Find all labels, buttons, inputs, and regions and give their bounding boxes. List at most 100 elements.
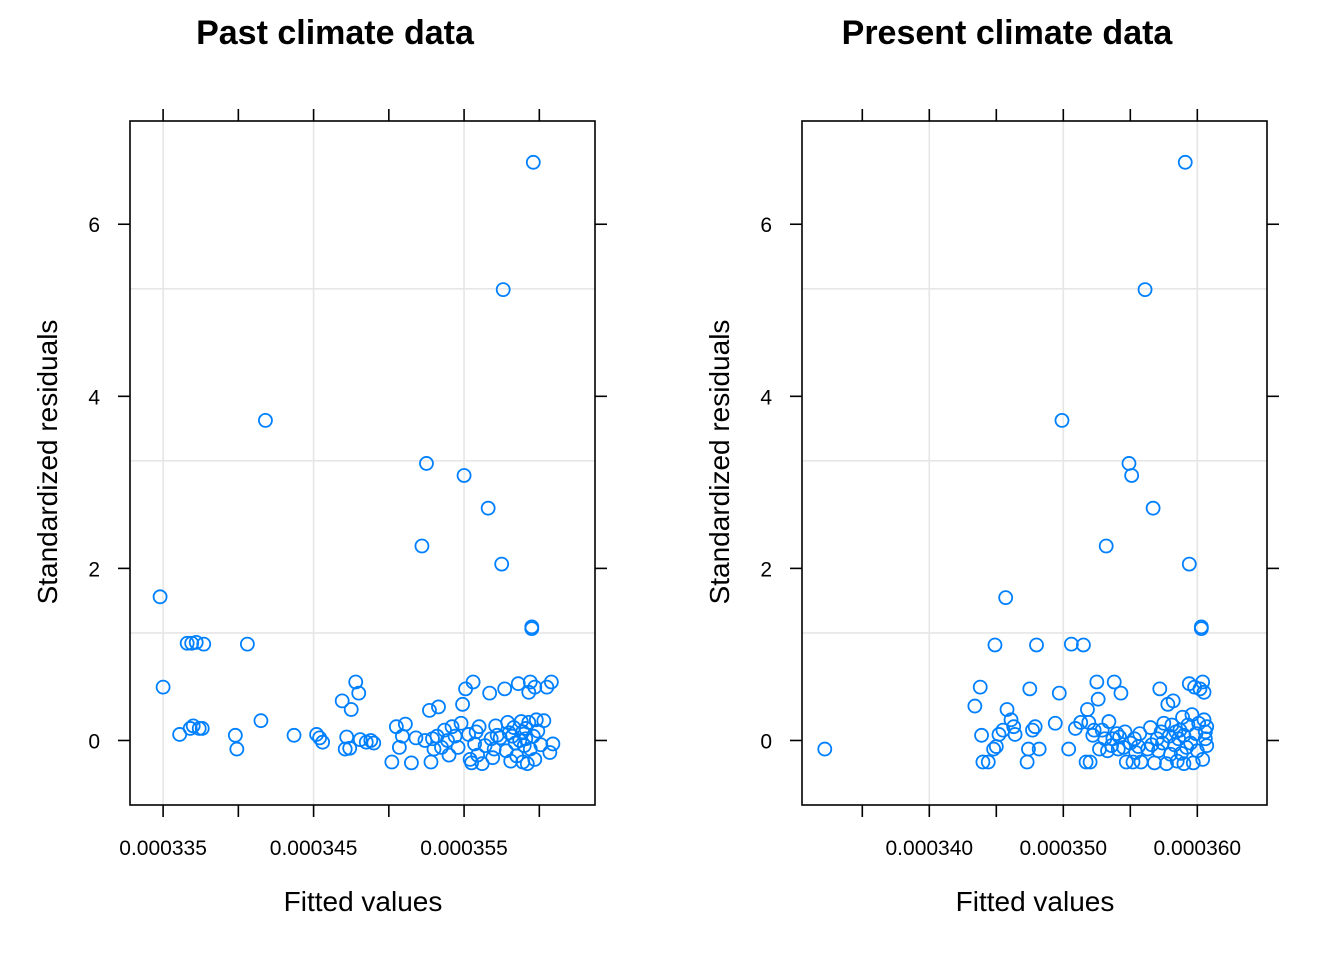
data-point <box>972 679 988 695</box>
data-point <box>422 702 437 718</box>
data-point <box>343 702 359 717</box>
data-point <box>391 739 407 755</box>
data-point <box>470 747 486 763</box>
data-point <box>363 733 379 748</box>
data-point <box>1177 154 1193 170</box>
data-point <box>539 679 555 695</box>
data-point <box>1165 693 1181 709</box>
x-tick-label: 0.000345 <box>270 837 358 860</box>
data-point <box>342 740 358 756</box>
data-point <box>384 754 400 770</box>
data-point <box>1061 741 1077 757</box>
data-point <box>495 282 511 298</box>
data-point <box>1090 691 1106 707</box>
data-point <box>545 736 561 752</box>
data-point <box>1022 681 1038 697</box>
data-point <box>458 681 473 697</box>
data-point <box>1113 685 1129 701</box>
data-point <box>1007 727 1023 742</box>
data-point <box>1125 754 1141 770</box>
data-point <box>521 715 537 730</box>
data-point <box>1109 726 1125 741</box>
data-point <box>1073 715 1089 730</box>
data-point <box>519 756 535 772</box>
x-axis-label: Fitted values <box>956 886 1115 917</box>
data-point <box>286 727 302 743</box>
y-axis-label: Standardized residuals <box>32 320 63 605</box>
y-tick-label: 0 <box>760 730 772 753</box>
data-point <box>533 737 549 753</box>
data-point <box>1003 712 1019 728</box>
data-point <box>1196 684 1212 700</box>
data-point <box>998 590 1014 606</box>
data-point <box>1029 637 1044 653</box>
data-point <box>1159 756 1174 772</box>
data-point <box>1054 413 1070 428</box>
data-point <box>1118 754 1134 770</box>
data-points <box>817 154 1215 772</box>
data-point <box>1176 756 1192 772</box>
data-point <box>542 745 558 760</box>
data-point <box>1195 674 1211 690</box>
data-point <box>1078 754 1094 770</box>
plot-frame <box>801 120 1268 806</box>
data-point <box>227 727 243 743</box>
data-point <box>414 538 430 554</box>
data-point <box>1025 722 1040 738</box>
data-point <box>441 747 457 763</box>
data-point <box>522 674 538 690</box>
chart-panel-2: 0.000340 0.000350 0.000360 0 2 4 6 Present clim… <box>704 14 1279 917</box>
data-point <box>1156 715 1172 731</box>
data-point <box>528 712 544 728</box>
y-axis-label: Standardized residuals <box>704 320 735 605</box>
data-point <box>1145 500 1161 516</box>
data-point <box>152 589 168 605</box>
x-axis-label: Fitted values <box>284 886 443 917</box>
y-tick-label: 0 <box>88 730 100 753</box>
data-point <box>494 556 510 572</box>
data-point <box>1019 754 1035 770</box>
data-point <box>450 739 466 755</box>
data-point <box>1137 282 1153 298</box>
chart-title: Past climate data <box>196 14 475 52</box>
data-point <box>524 619 540 635</box>
data-point <box>1195 752 1211 767</box>
x-tick-label: 0.000340 <box>886 837 974 860</box>
chart-title: Present climate data <box>842 14 1174 52</box>
data-point <box>1021 741 1036 757</box>
data-point <box>991 727 1007 742</box>
data-point <box>980 754 996 770</box>
data-point <box>988 739 1004 754</box>
data-point <box>543 674 559 690</box>
data-point <box>239 636 255 652</box>
data-point <box>817 741 833 757</box>
x-tick-label: 0.000350 <box>1020 837 1108 860</box>
data-point <box>456 468 472 483</box>
data-point <box>188 634 204 650</box>
data-point <box>974 727 989 743</box>
data-point <box>465 674 481 690</box>
data-point <box>1147 755 1162 771</box>
data-point <box>1080 702 1095 717</box>
data-point <box>986 741 1002 757</box>
data-point <box>388 719 404 735</box>
y-tick-label: 6 <box>760 214 772 237</box>
data-point <box>1199 738 1215 754</box>
data-point <box>431 699 446 715</box>
data-point <box>408 730 424 746</box>
data-point <box>1081 715 1097 730</box>
data-point <box>485 750 501 766</box>
data-point <box>419 456 434 471</box>
data-point <box>1152 681 1168 697</box>
data-point <box>480 500 496 516</box>
data-point <box>1175 709 1190 725</box>
y-tick-label: 4 <box>760 386 772 409</box>
data-point <box>1031 741 1047 757</box>
data-point <box>440 733 455 748</box>
y-tick-label: 2 <box>760 558 772 581</box>
data-point <box>1199 719 1215 735</box>
data-point <box>512 733 528 748</box>
data-point <box>1086 722 1102 738</box>
data-point <box>527 752 543 767</box>
data-point <box>1169 753 1185 769</box>
